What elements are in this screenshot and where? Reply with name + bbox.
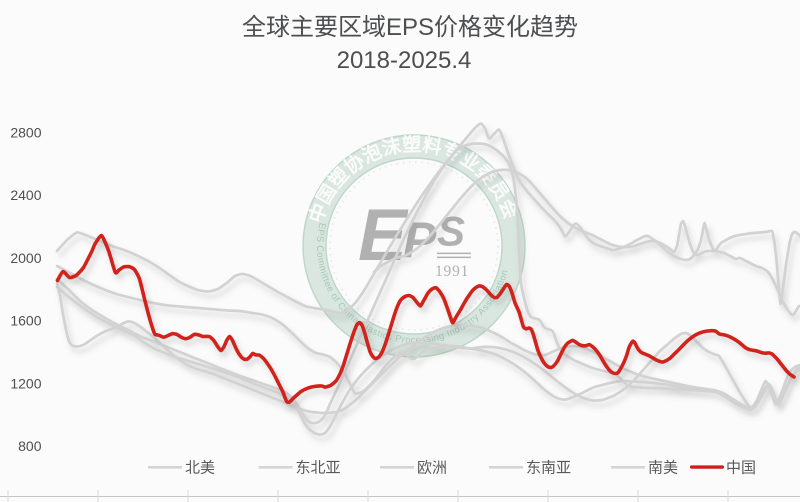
svg-text:P: P xyxy=(403,212,437,268)
svg-text:1991: 1991 xyxy=(435,263,469,280)
svg-text:E: E xyxy=(358,195,409,276)
svg-text:1200: 1200 xyxy=(10,375,41,391)
svg-text:S: S xyxy=(437,208,465,255)
svg-text:东南亚: 东南亚 xyxy=(526,460,571,477)
svg-text:1600: 1600 xyxy=(10,313,41,329)
svg-text:东北亚: 东北亚 xyxy=(296,460,341,477)
svg-text:料: 料 xyxy=(421,133,444,159)
svg-text:塑: 塑 xyxy=(402,133,421,156)
svg-text:北美: 北美 xyxy=(185,460,215,477)
svg-text:2800: 2800 xyxy=(10,124,41,140)
svg-text:2400: 2400 xyxy=(10,187,41,203)
svg-text:800: 800 xyxy=(18,438,42,454)
svg-text:2000: 2000 xyxy=(10,250,41,266)
svg-text:欧洲: 欧洲 xyxy=(417,460,447,477)
svg-text:南美: 南美 xyxy=(648,460,678,477)
svg-text:中国: 中国 xyxy=(726,460,756,477)
